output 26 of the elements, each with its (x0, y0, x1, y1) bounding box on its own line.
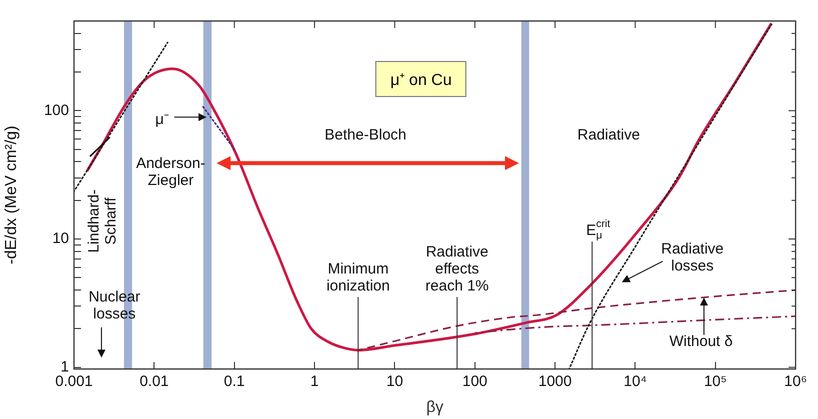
annotation: Radiative (577, 126, 640, 144)
annotation: μ⁻ (155, 110, 169, 128)
x-axis-title: βγ (426, 398, 444, 416)
x-tick-label: 10 (386, 373, 404, 390)
annotation: Nuclear losses (88, 288, 140, 323)
x-tick-label: 10⁵ (704, 373, 727, 390)
text: μ⁺ on Cu (375, 61, 467, 97)
annotation: Radiative losses (661, 240, 724, 275)
x-tick-label: 10⁶ (784, 373, 807, 390)
y-tick-label: 1 (60, 358, 69, 376)
x-tick-label: 1 (310, 373, 319, 390)
annotation: Bethe-Bloch (324, 126, 406, 144)
x-tick-label: 100 (462, 373, 488, 390)
x-tick-label: 0.1 (224, 373, 245, 390)
y-axis-title: -dE/dx (MeV cm²/g) (3, 126, 20, 264)
annotation: Without δ (669, 332, 733, 350)
ref-line-label: Radiative effects reach 1% (425, 244, 489, 295)
y-tick-label: 100 (44, 102, 69, 119)
x-tick-label: 10⁴ (624, 373, 647, 390)
x-tick-label: 1000 (538, 373, 572, 390)
annotation: Lindhard- Scharff (86, 189, 120, 253)
x-tick-label: 0.001 (55, 373, 93, 390)
ref-line-label: Minimum ionization (326, 260, 390, 295)
annotation: Anderson- Ziegler (136, 155, 206, 190)
y-tick-label: 10 (52, 230, 69, 248)
x-tick-label: 0.01 (140, 373, 169, 390)
